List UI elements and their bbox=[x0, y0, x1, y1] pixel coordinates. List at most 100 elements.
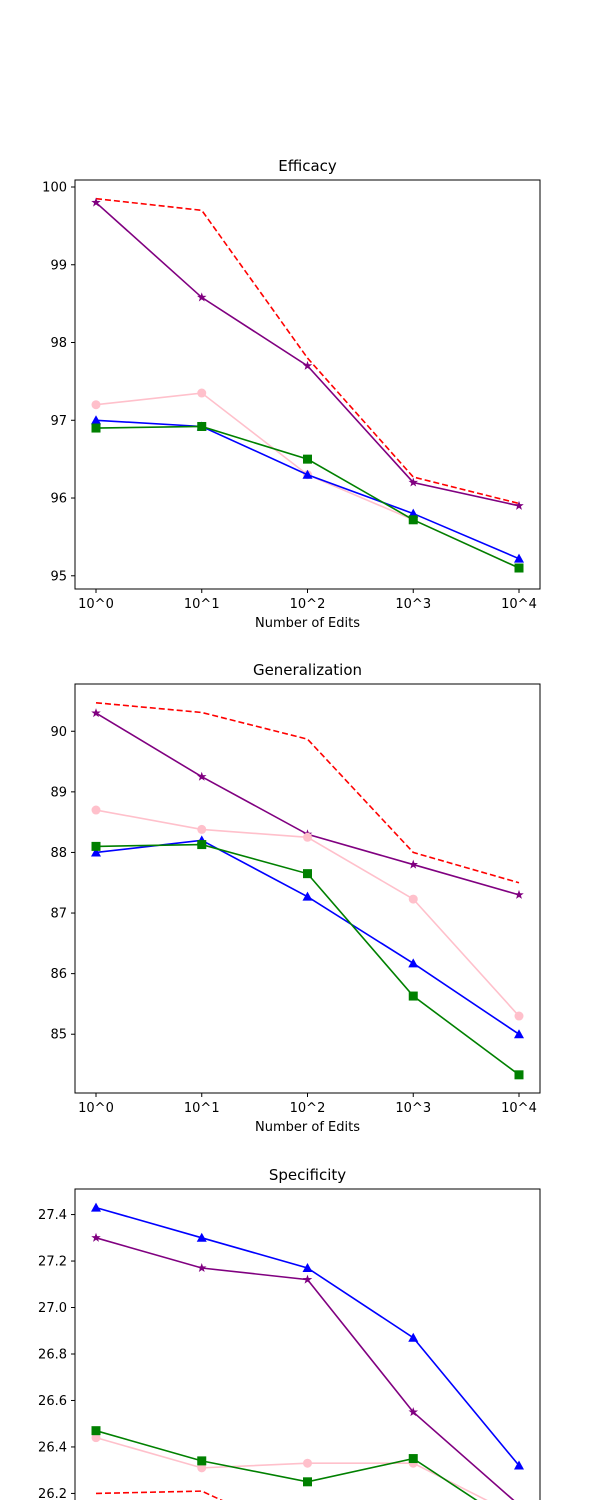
marker bbox=[408, 1454, 418, 1464]
x-tick-label: 10^2 bbox=[290, 1101, 326, 1116]
x-tick-label: 10^1 bbox=[184, 597, 220, 612]
marker bbox=[91, 423, 101, 433]
marker bbox=[408, 1332, 419, 1342]
marker bbox=[514, 889, 524, 899]
marker bbox=[514, 563, 524, 573]
y-tick-label: 99 bbox=[50, 258, 67, 273]
y-tick-label: 100 bbox=[42, 180, 67, 195]
x-tick-label: 10^4 bbox=[501, 597, 537, 612]
marker bbox=[514, 1029, 524, 1039]
marker bbox=[302, 1274, 313, 1284]
plot-area bbox=[91, 1202, 524, 1500]
marker bbox=[303, 454, 312, 464]
chart-title: Specificity bbox=[269, 1166, 346, 1184]
marker bbox=[302, 891, 313, 901]
x-tick-label: 10^3 bbox=[395, 597, 431, 612]
x-axis-label: Number of Edits bbox=[255, 1120, 360, 1135]
y-tick-label: 27.2 bbox=[38, 1255, 67, 1270]
y-tick-label: 26.8 bbox=[38, 1347, 67, 1362]
marker bbox=[408, 859, 419, 869]
chart-title: Efficacy bbox=[278, 157, 337, 175]
plot-area bbox=[91, 197, 524, 573]
x-tick-label: 10^4 bbox=[501, 1101, 537, 1116]
marker bbox=[197, 1456, 207, 1466]
y-tick-label: 97 bbox=[50, 414, 67, 429]
y-tick-label: 27.0 bbox=[38, 1301, 67, 1316]
marker bbox=[408, 477, 419, 487]
y-tick-label: 88 bbox=[50, 846, 67, 861]
marker bbox=[303, 1477, 312, 1487]
y-tick-label: 27.4 bbox=[38, 1208, 67, 1223]
x-tick-label: 10^1 bbox=[184, 1101, 220, 1116]
marker bbox=[91, 400, 101, 410]
series-line bbox=[95, 1436, 488, 1500]
series-line bbox=[95, 843, 520, 1076]
x-tick-label: 10^0 bbox=[78, 1101, 114, 1116]
x-tick-label: 10^2 bbox=[290, 597, 326, 612]
marker bbox=[302, 469, 313, 479]
marker bbox=[91, 708, 101, 718]
series-line bbox=[95, 701, 520, 884]
marker bbox=[197, 388, 207, 398]
y-tick-label: 98 bbox=[50, 336, 67, 351]
marker bbox=[303, 869, 312, 879]
marker bbox=[197, 824, 207, 834]
marker bbox=[408, 991, 418, 1001]
marker bbox=[302, 1263, 313, 1273]
marker bbox=[303, 832, 312, 842]
y-tick-label: 86 bbox=[50, 967, 67, 982]
plot-area bbox=[91, 701, 524, 1080]
series-line bbox=[95, 419, 520, 560]
marker bbox=[408, 958, 419, 968]
marker bbox=[91, 197, 101, 207]
marker bbox=[514, 500, 524, 510]
marker bbox=[197, 421, 207, 431]
series-line bbox=[95, 425, 520, 569]
axes-frame bbox=[74, 179, 541, 590]
series-line bbox=[95, 712, 520, 896]
y-tick-label: 95 bbox=[50, 569, 67, 584]
series-line bbox=[95, 197, 520, 505]
axes-frame bbox=[74, 1188, 541, 1500]
marker bbox=[197, 840, 207, 850]
marker bbox=[91, 1202, 101, 1212]
marker bbox=[514, 553, 524, 563]
series-line bbox=[95, 392, 520, 569]
marker bbox=[196, 1263, 207, 1273]
x-tick-label: 10^3 bbox=[395, 1101, 431, 1116]
axes-frame bbox=[74, 683, 541, 1094]
y-tick-label: 89 bbox=[50, 785, 67, 800]
x-axis-label: Number of Edits bbox=[255, 616, 360, 631]
marker bbox=[196, 292, 207, 302]
marker bbox=[408, 515, 418, 525]
marker bbox=[303, 1458, 312, 1468]
marker bbox=[408, 894, 418, 904]
marker bbox=[408, 1407, 419, 1417]
marker bbox=[91, 847, 101, 857]
y-tick-label: 90 bbox=[50, 725, 67, 740]
y-tick-label: 85 bbox=[50, 1028, 67, 1043]
marker bbox=[196, 771, 207, 781]
marker bbox=[91, 1433, 101, 1443]
y-tick-label: 96 bbox=[50, 492, 67, 507]
y-tick-label: 26.2 bbox=[38, 1487, 67, 1500]
y-tick-label: 26.6 bbox=[38, 1394, 67, 1409]
marker bbox=[514, 1460, 524, 1470]
series-line bbox=[95, 1490, 223, 1500]
y-tick-label: 87 bbox=[50, 907, 67, 922]
chart-title: Generalization bbox=[253, 661, 362, 679]
marker bbox=[514, 1070, 524, 1080]
x-tick-label: 10^0 bbox=[78, 597, 114, 612]
marker bbox=[196, 1232, 207, 1242]
series-line bbox=[95, 1206, 520, 1467]
marker bbox=[197, 1463, 207, 1473]
marker bbox=[91, 805, 101, 815]
marker bbox=[514, 1011, 524, 1021]
marker bbox=[91, 841, 101, 851]
marker bbox=[91, 415, 101, 425]
marker bbox=[302, 360, 313, 370]
marker bbox=[91, 1232, 101, 1242]
marker bbox=[91, 1426, 101, 1436]
